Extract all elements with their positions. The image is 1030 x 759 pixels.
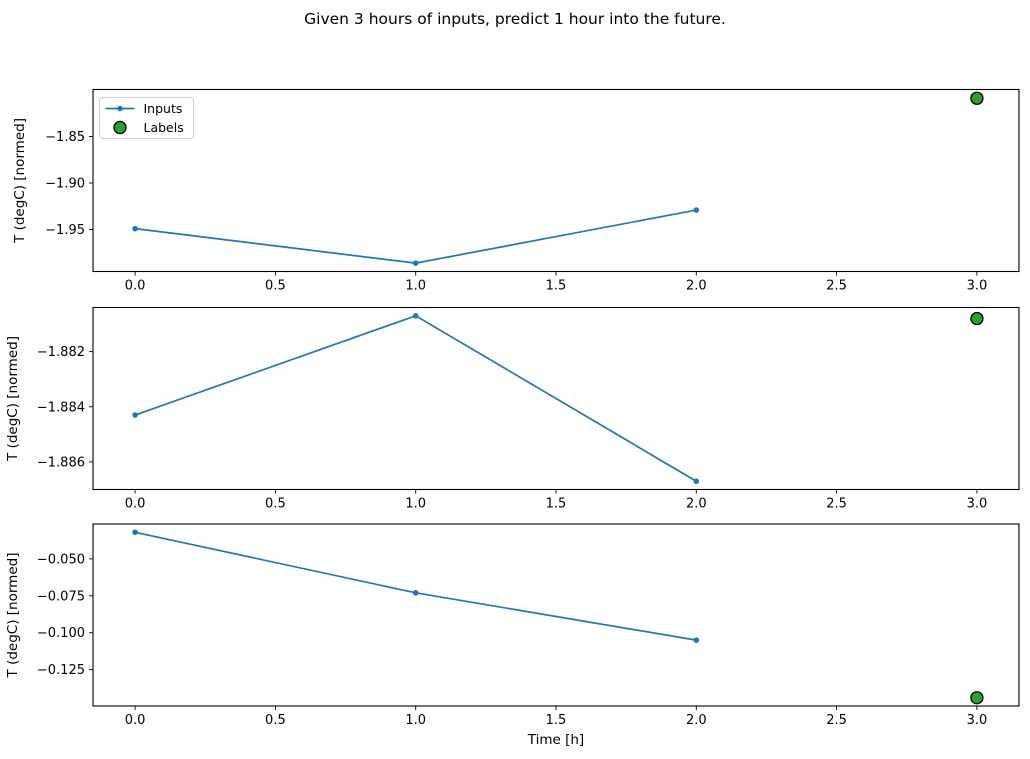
x-tick-label: 3.0 (967, 497, 988, 512)
x-tick-label: 0.5 (265, 279, 286, 294)
x-tick-label: 2.0 (686, 713, 707, 728)
y-tick-label: −0.125 (37, 663, 85, 678)
x-tick-label: 2.0 (686, 497, 707, 512)
y-tick-label: −1.884 (37, 400, 85, 415)
inputs-marker (693, 207, 700, 213)
axes-frame (92, 306, 1020, 491)
y-tick-label: −0.075 (37, 589, 85, 604)
legend: Inputs Labels (99, 97, 194, 139)
y-tick-label: −1.882 (37, 345, 85, 360)
x-tick-label: 1.0 (405, 279, 426, 294)
y-tick-label: −1.85 (45, 130, 85, 145)
y-axis-label: T (degC) [normed] (12, 118, 28, 244)
figure-title: Given 3 hours of inputs, predict 1 hour … (304, 10, 726, 28)
inputs-marker (132, 412, 138, 418)
inputs-marker (132, 529, 138, 536)
x-tick-label: 0.5 (265, 713, 286, 728)
y-tick-label: −1.886 (37, 455, 85, 470)
y-axis-label: T (degC) [normed] (5, 336, 21, 462)
legend-label-inputs: Inputs (144, 101, 183, 116)
axes-frame (92, 88, 1020, 273)
labels-marker (970, 311, 984, 326)
x-tick-label: 2.5 (826, 713, 847, 728)
x-tick-label: 2.5 (826, 279, 847, 294)
x-tick-label: 1.5 (546, 497, 567, 512)
labels-marker (970, 91, 984, 105)
inputs-line (134, 531, 697, 641)
labels-marker (970, 691, 984, 705)
subplot-3: 0.0 0.5 1.0 1.5 2.0 2.5 3.0 −0.050 −0.075 −0.100 −… (5, 523, 1020, 748)
x-tick-label: 0.0 (125, 497, 146, 512)
inputs-marker (412, 260, 419, 266)
x-tick-label: 3.0 (967, 279, 988, 294)
subplot-2: 0.0 0.5 1.0 1.5 2.0 2.5 3.0 −1.882 −1.884 −1.886 T… (5, 306, 1020, 512)
x-tick-label: 1.0 (405, 713, 426, 728)
x-tick-label: 1.0 (405, 497, 426, 512)
x-tick-label: 1.5 (546, 713, 567, 728)
x-tick-label: 0.5 (265, 497, 286, 512)
inputs-marker (693, 478, 700, 485)
x-tick-label: 0.0 (125, 279, 146, 294)
y-axis-label: T (degC) [normed] (5, 553, 21, 679)
inputs-marker (132, 225, 138, 232)
x-axis-label: Time [h] (527, 732, 584, 748)
x-tick-label: 1.5 (546, 279, 567, 294)
axes-frame (92, 523, 1020, 707)
inputs-marker (693, 637, 700, 643)
legend-labels-marker (113, 120, 127, 135)
inputs-line (134, 209, 697, 264)
x-tick-label: 2.5 (826, 497, 847, 512)
x-tick-label: 3.0 (967, 713, 988, 728)
x-tick-label: 0.0 (125, 713, 146, 728)
legend-inputs-marker (117, 105, 123, 112)
subplot-1: 0.0 0.5 1.0 1.5 2.0 2.5 3.0 −1.85 −1.90 −1.95 T (d… (12, 88, 1020, 294)
y-tick-label: −1.95 (45, 223, 85, 238)
y-tick-label: −1.90 (45, 177, 85, 192)
y-tick-label: −0.050 (37, 552, 85, 567)
inputs-marker (412, 312, 419, 319)
legend-label-labels: Labels (144, 120, 184, 135)
x-tick-label: 2.0 (686, 279, 707, 294)
y-tick-label: −0.100 (37, 626, 85, 641)
inputs-marker (412, 590, 419, 596)
inputs-line (134, 314, 697, 482)
